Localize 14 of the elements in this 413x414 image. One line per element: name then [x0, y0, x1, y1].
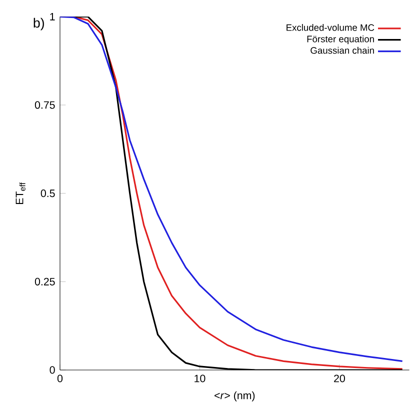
x-tick-label: 20: [334, 374, 345, 382]
y-tick-label: 0.5: [40, 190, 55, 198]
legend-label: Förster equation: [307, 35, 374, 44]
legend-label: Gaussian chain: [310, 46, 374, 54]
x-tick-label: 0: [57, 374, 63, 382]
x-tick-label: 10: [194, 374, 206, 382]
text: b): [34, 18, 44, 30]
y-tick-label: 1: [50, 13, 55, 20]
y-axis-title: ET$_{eff}$: [16, 182, 26, 204]
x-axis-title: <r> (nm): [214, 391, 255, 402]
y-tick-label: 0.75: [34, 101, 55, 109]
y-tick-label: 0: [50, 366, 55, 374]
legend-label: Excluded-volume MC: [286, 24, 374, 31]
y-tick-label: 0.25: [34, 278, 55, 286]
